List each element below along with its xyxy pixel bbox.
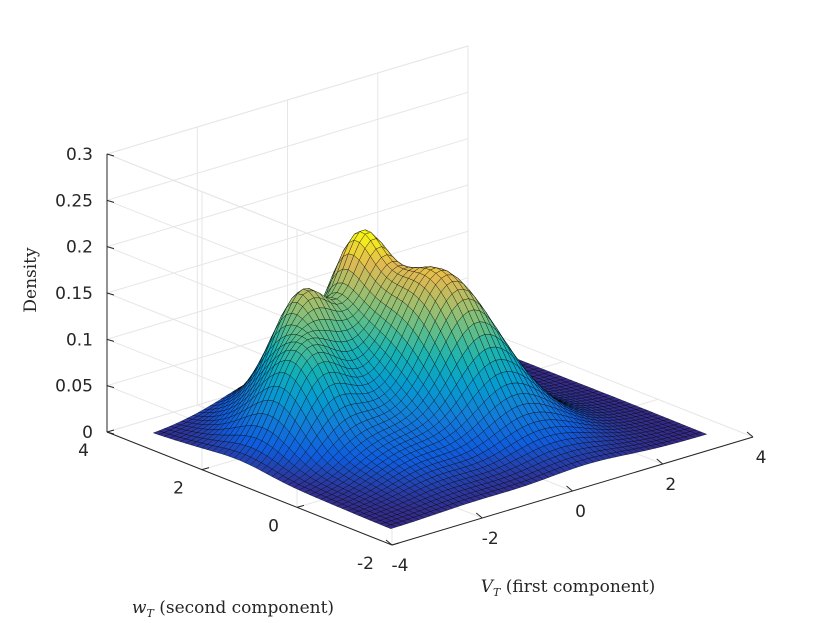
z-tick-label: 0.2: [66, 238, 93, 258]
z-tick-label: 0: [82, 423, 93, 443]
y-tick-mark: [296, 504, 305, 508]
x-tick-mark: [746, 431, 754, 438]
y-tick-label: 4: [78, 441, 89, 461]
y-axis-line: [106, 431, 393, 546]
y-tick-mark: [106, 429, 115, 433]
y-tick-mark: [391, 542, 400, 546]
y-tick-label: 0: [268, 516, 279, 536]
z-axis-label: Density: [21, 247, 41, 313]
z-tick-label: 0.05: [55, 377, 93, 397]
z-tick-label: 0.1: [66, 330, 93, 350]
y-tick-mark: [201, 467, 210, 471]
box-frame: [105, 45, 469, 324]
x-tick-label: 0: [575, 502, 586, 522]
x-axis-label: VT (first component): [481, 577, 656, 599]
x-tick-mark: [385, 539, 393, 546]
y-tick-label: 2: [173, 479, 184, 499]
z-tick-mark: [106, 153, 115, 157]
z-tick-label: 0.3: [66, 145, 93, 165]
y-tick-label: -2: [357, 554, 374, 574]
z-tick-mark: [106, 199, 115, 203]
z-tick-mark: [106, 246, 115, 250]
z-tick-mark: [106, 292, 115, 296]
z-tick-mark: [106, 338, 115, 342]
x-tick-label: -2: [482, 529, 499, 549]
z-tick-mark: [106, 431, 115, 435]
z-tick-mark: [106, 385, 115, 389]
x-tick-label: 4: [756, 448, 767, 468]
z-tick-label: 0.15: [55, 284, 93, 304]
axis-labels: Density VT (first component) wT (second …: [21, 247, 655, 620]
x-tick-label: -4: [392, 556, 409, 576]
axis-lines: [106, 153, 754, 546]
x-tick-mark: [475, 512, 483, 519]
surface-cell: [694, 431, 708, 437]
density-surface: [152, 229, 708, 529]
x-tick-mark: [656, 458, 664, 465]
y-axis-label: wT (second component): [132, 598, 334, 620]
z-tick-label: 0.25: [55, 191, 93, 211]
x-tick-label: 2: [665, 475, 676, 495]
x-tick-mark: [566, 485, 573, 492]
